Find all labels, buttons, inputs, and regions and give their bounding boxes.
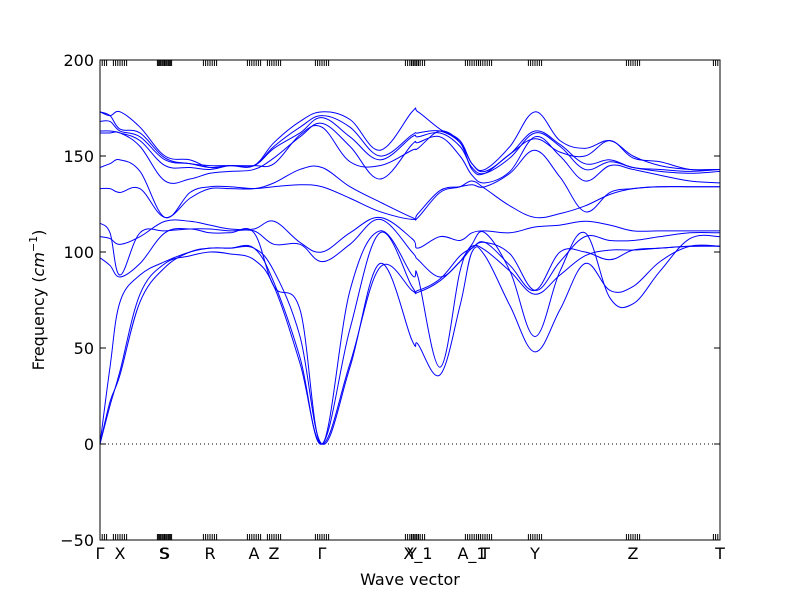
x-tick-label: Γ [96, 544, 105, 563]
y-tick-label: 150 [63, 147, 94, 166]
x-tick-label: Z [628, 544, 639, 563]
x-tick-label: S [159, 544, 169, 563]
y-axis-label-unit: cm [29, 252, 48, 276]
phonon-branch-3 [99, 244, 721, 445]
x-tick-label: T [479, 544, 490, 563]
y-tick-label: 200 [63, 51, 94, 70]
phonon-branch-5 [99, 218, 721, 291]
phonon-branch-8 [99, 149, 720, 220]
series-layer [99, 107, 721, 445]
phonon-branch-1 [99, 244, 721, 445]
phonon-branch-10 [99, 117, 721, 175]
x-tick-label: X_1 [403, 544, 432, 564]
y-tick-label: 50 [74, 339, 94, 358]
x-tick-label: Y [406, 544, 417, 563]
y-tick-label: 100 [63, 243, 94, 262]
y-axis-label-sup: −1 [27, 236, 40, 252]
x-tick-label: Y [529, 544, 540, 563]
x-tick-label: Z [269, 544, 280, 563]
y-tick-label: −50 [60, 531, 94, 550]
y-tick-labels: −50 0 50 100 150 200 [60, 51, 94, 550]
phonon-branch-13 [99, 111, 721, 176]
y-axis-label: Frequency (cm−1) [27, 230, 48, 371]
tick-layer [99, 59, 721, 541]
x-tick-label: T [714, 544, 725, 563]
phonon-branch-12 [99, 107, 721, 172]
y-axis-label-main: Frequency ( [29, 276, 48, 370]
x-tick-labels: Γ X SS R A Z Γ YX_1 A_1T Y Z T [96, 544, 726, 564]
phonon-branch-7 [99, 165, 720, 221]
x-tick-label: Γ [318, 544, 327, 563]
x-axis-label: Wave vector [360, 570, 460, 589]
x-tick-label: S [160, 544, 170, 563]
plot-frame [99, 59, 721, 541]
y-axis-label-close: ) [29, 230, 48, 236]
x-tick-label: A [249, 544, 260, 563]
phonon-branch-6 [99, 216, 720, 253]
x-tick-label: X [115, 544, 126, 563]
x-tick-label: R [204, 544, 215, 563]
phonon-branch-9 [99, 122, 721, 184]
y-tick-label: 0 [84, 435, 94, 454]
x-tick-label: A_1 [457, 544, 486, 564]
